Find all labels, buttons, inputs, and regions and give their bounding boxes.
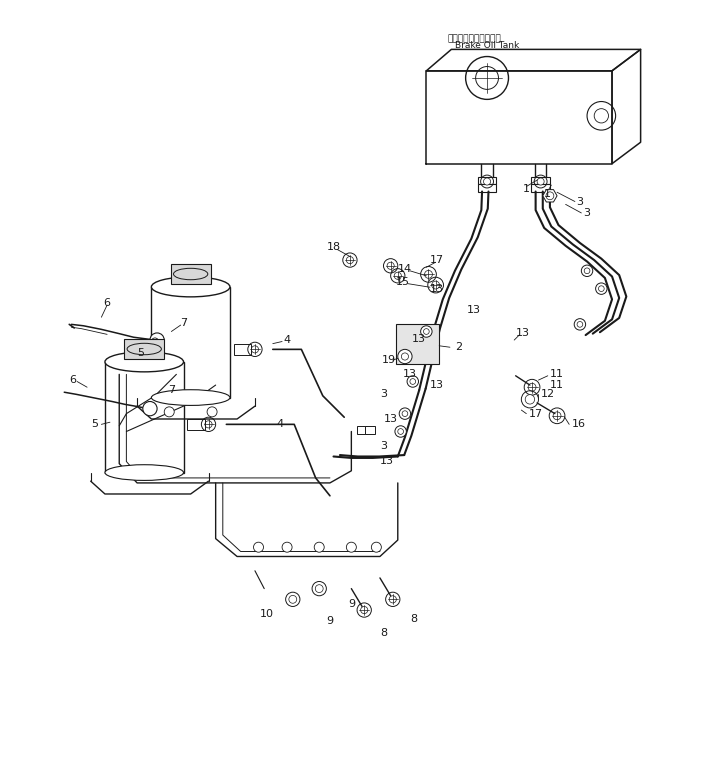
Ellipse shape: [105, 352, 184, 372]
Text: 3: 3: [576, 197, 584, 207]
Text: 7: 7: [180, 318, 187, 328]
Circle shape: [143, 401, 157, 416]
Text: 1: 1: [544, 189, 551, 199]
Circle shape: [186, 269, 195, 278]
Text: 10: 10: [260, 609, 274, 619]
Text: 11: 11: [550, 380, 564, 390]
Ellipse shape: [105, 465, 184, 481]
Text: 4: 4: [276, 420, 283, 430]
Bar: [478, 177, 496, 185]
Circle shape: [150, 333, 164, 347]
Text: 4: 4: [283, 335, 290, 345]
Circle shape: [537, 178, 544, 185]
Circle shape: [407, 376, 419, 387]
Text: 19: 19: [382, 355, 397, 365]
Bar: [105, 362, 184, 472]
Text: ブレーキオイルタンク: ブレーキオイルタンク: [448, 34, 501, 43]
Ellipse shape: [151, 277, 230, 297]
Text: 8: 8: [380, 628, 387, 638]
Circle shape: [395, 426, 407, 437]
Text: 13: 13: [467, 305, 481, 315]
Polygon shape: [543, 190, 557, 202]
Text: 6: 6: [103, 298, 110, 308]
Circle shape: [164, 407, 174, 417]
Text: 9: 9: [348, 600, 355, 610]
Text: 18: 18: [326, 242, 341, 253]
Text: 2: 2: [455, 343, 462, 353]
Circle shape: [398, 349, 412, 364]
Circle shape: [151, 338, 158, 345]
Circle shape: [207, 407, 217, 417]
Circle shape: [315, 584, 323, 593]
Circle shape: [421, 326, 432, 337]
Text: 14: 14: [398, 264, 412, 274]
Text: 16: 16: [571, 420, 585, 430]
Text: 11: 11: [550, 369, 564, 379]
Circle shape: [282, 542, 292, 552]
Circle shape: [525, 394, 535, 404]
Bar: [187, 419, 205, 430]
Text: 13: 13: [430, 284, 444, 294]
Text: 12: 12: [541, 389, 555, 399]
Text: 13: 13: [430, 380, 444, 390]
Circle shape: [289, 595, 297, 604]
Text: 1: 1: [523, 184, 530, 194]
Ellipse shape: [174, 269, 208, 280]
Circle shape: [581, 265, 593, 276]
Ellipse shape: [127, 343, 161, 355]
Text: 5: 5: [137, 348, 144, 358]
Circle shape: [596, 283, 607, 295]
Bar: [365, 426, 375, 434]
Text: 13: 13: [380, 456, 394, 466]
Text: 7: 7: [168, 385, 175, 395]
Text: 13: 13: [516, 328, 530, 338]
Text: 5: 5: [91, 420, 98, 430]
Text: 3: 3: [380, 441, 387, 451]
Bar: [397, 324, 440, 364]
Text: 17: 17: [430, 255, 444, 265]
Text: 8: 8: [411, 613, 418, 623]
Text: 13: 13: [384, 414, 398, 423]
Bar: [531, 177, 550, 185]
Text: 17: 17: [528, 409, 543, 419]
Circle shape: [140, 344, 149, 354]
Circle shape: [346, 542, 356, 552]
Bar: [531, 185, 550, 192]
Ellipse shape: [151, 390, 230, 405]
Bar: [234, 343, 252, 355]
Circle shape: [399, 408, 411, 420]
Text: 15: 15: [396, 276, 410, 287]
Text: 13: 13: [412, 333, 426, 343]
Bar: [357, 426, 367, 434]
Circle shape: [371, 542, 381, 552]
Text: 6: 6: [70, 375, 76, 385]
Circle shape: [254, 542, 264, 552]
Text: 9: 9: [326, 616, 333, 626]
Bar: [171, 264, 211, 284]
Circle shape: [314, 542, 324, 552]
Text: 3: 3: [584, 208, 591, 218]
Text: 13: 13: [403, 369, 417, 379]
Bar: [151, 287, 230, 398]
Text: 3: 3: [380, 389, 387, 399]
Circle shape: [574, 319, 586, 330]
Text: Brake Oil Tank: Brake Oil Tank: [455, 41, 519, 50]
Bar: [478, 185, 496, 192]
Bar: [124, 339, 164, 359]
Circle shape: [483, 178, 490, 185]
